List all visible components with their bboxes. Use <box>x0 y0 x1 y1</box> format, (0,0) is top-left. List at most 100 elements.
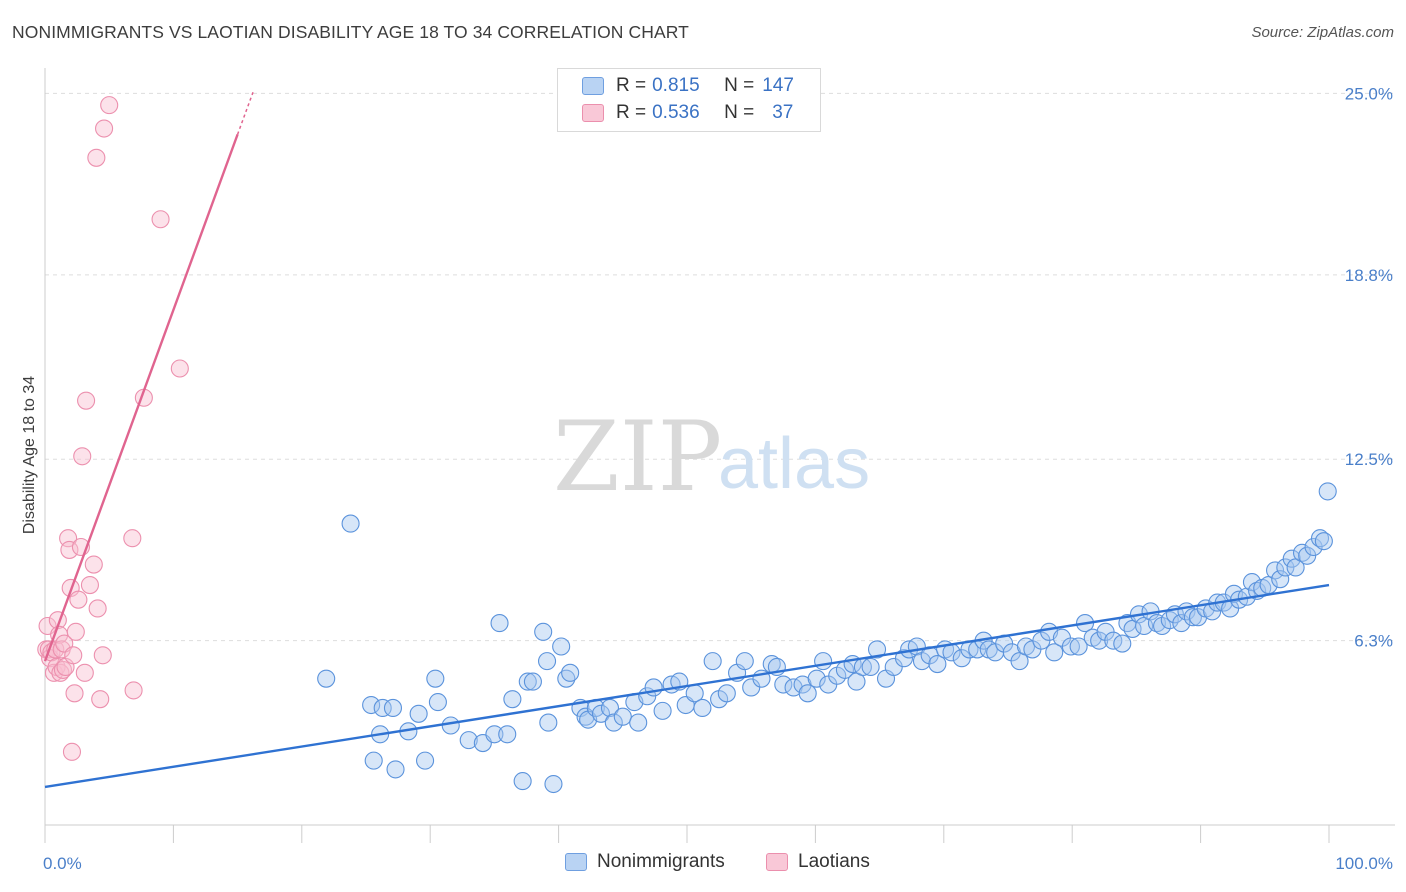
nonimmigrants-point <box>409 704 428 723</box>
laotians-point <box>65 684 84 703</box>
nonimmigrants-point <box>441 716 460 735</box>
laotians-point <box>77 391 96 410</box>
watermark: ZIP atlas <box>553 401 870 513</box>
trendlines <box>43 91 1330 789</box>
nonimmigrants-point <box>814 652 833 671</box>
laotians-point <box>64 646 83 665</box>
laotians-point <box>75 663 94 682</box>
legend-r-value: 0.815 <box>652 75 700 96</box>
legend-r-label: R = <box>616 75 647 96</box>
nonimmigrants-point <box>561 663 580 682</box>
nonimmigrants-point <box>807 669 826 688</box>
laotians-point <box>170 359 189 378</box>
nonimmigrants-point <box>717 684 736 703</box>
y-tick-label: 25.0% <box>1345 84 1393 103</box>
laotians-points <box>37 96 189 761</box>
nonimmigrants-point <box>523 672 542 691</box>
nonimmigrants-point <box>537 652 557 671</box>
nonimmigrants-point <box>1282 549 1301 568</box>
y-tick-label: 6.3% <box>1354 632 1393 651</box>
nonimmigrants-point <box>1292 543 1312 562</box>
tick-labels: 6.3% 12.5% 18.8% 25.0% 0.0% 100.0% <box>43 84 1393 873</box>
nonimmigrants-point <box>928 655 947 674</box>
nonimmigrants-point <box>735 652 754 671</box>
nonimmigrants-point <box>485 725 504 744</box>
nonimmigrants-points <box>317 482 1337 794</box>
chart-title: NONIMMIGRANTS VS LAOTIAN DISABILITY AGE … <box>12 22 689 42</box>
laotians-trendline <box>43 133 239 662</box>
x-tick-label: 0.0% <box>43 854 82 873</box>
legend-n-label: N = <box>724 102 755 123</box>
laotians-point <box>91 690 110 709</box>
nonimmigrants-point <box>1160 611 1179 630</box>
nonimmigrants-point <box>629 713 648 732</box>
nonimmigrants-swatch <box>565 853 587 871</box>
legend-r-value: 0.536 <box>652 102 700 123</box>
legend-n-label: N = <box>724 75 755 96</box>
nonimmigrants-point <box>867 640 887 659</box>
nonimmigrants-point <box>1061 637 1080 656</box>
laotians-point <box>80 575 99 595</box>
laotians-point <box>151 210 170 229</box>
nonimmigrants-point <box>317 669 336 688</box>
source-note: Source: ZipAtlas.com <box>1251 24 1394 41</box>
laotians-point <box>69 590 88 609</box>
laotians-point <box>53 660 73 679</box>
nonimmigrants-point <box>774 675 793 694</box>
laotians-point <box>84 555 103 574</box>
nonimmigrants-point <box>544 774 563 794</box>
nonimmigrants-point <box>426 669 445 688</box>
nonimmigrants-point <box>604 713 623 732</box>
nonimmigrants-point <box>1069 637 1088 656</box>
nonimmigrants-point <box>1271 570 1290 589</box>
laotians-point <box>62 742 82 761</box>
nonimmigrants-point <box>653 701 672 720</box>
nonimmigrants-point <box>613 707 632 726</box>
laotians-point <box>88 599 107 618</box>
watermark-atlas: atlas <box>718 424 870 504</box>
laotians-point <box>93 646 112 665</box>
nonimmigrants-point <box>498 725 517 744</box>
laotians-point <box>95 119 114 138</box>
legend-n-value: 37 <box>772 102 794 123</box>
nonimmigrants-point <box>503 690 522 709</box>
laotians-point <box>87 148 106 167</box>
y-tick-label: 12.5% <box>1345 450 1393 469</box>
nonimmigrants-point <box>644 678 663 697</box>
nonimmigrants-point <box>513 772 532 791</box>
axes <box>44 68 1395 843</box>
nonimmigrants-point <box>1314 532 1333 551</box>
laotians-swatch <box>766 853 788 871</box>
nonimmigrants-point <box>373 698 392 717</box>
laotians-swatch <box>582 104 604 122</box>
legend-row-laotians: R = 0.536 N = 37 <box>582 101 793 125</box>
nonimmigrants-swatch <box>582 77 604 95</box>
y-tick-label: 18.8% <box>1345 266 1393 285</box>
nonimmigrants-point <box>894 649 914 668</box>
laotians-point <box>100 96 119 115</box>
nonimmigrants-point <box>552 637 571 656</box>
laotians-point <box>123 529 142 548</box>
nonimmigrants-point <box>490 614 509 633</box>
nonimmigrants-point <box>459 731 478 750</box>
bottom-legend-label: Laotians <box>798 851 870 872</box>
nonimmigrants-point <box>534 622 553 641</box>
legend-n-value: 147 <box>762 75 794 96</box>
y-axis-label: Disability Age 18 to 34 <box>21 376 38 534</box>
nonimmigrants-point <box>1172 614 1191 633</box>
laotians-point <box>60 540 79 559</box>
nonimmigrants-point <box>861 657 880 677</box>
nonimmigrants-point <box>383 698 403 717</box>
nonimmigrants-point <box>1183 608 1202 627</box>
nonimmigrants-point <box>364 751 383 770</box>
nonimmigrants-point <box>703 652 722 671</box>
stats-legend: R = 0.815 N = 147 R = 0.536 N = 37 <box>557 68 821 132</box>
nonimmigrants-point <box>600 698 620 717</box>
nonimmigrants-point <box>539 713 558 732</box>
bottom-legend-nonimmigrants: Nonimmigrants <box>565 851 725 873</box>
bottom-legend-laotians: Laotians <box>766 851 870 873</box>
nonimmigrants-point <box>1113 634 1132 653</box>
legend-row-nonimmigrants: R = 0.815 N = 147 <box>582 74 794 98</box>
nonimmigrants-point <box>428 693 447 712</box>
